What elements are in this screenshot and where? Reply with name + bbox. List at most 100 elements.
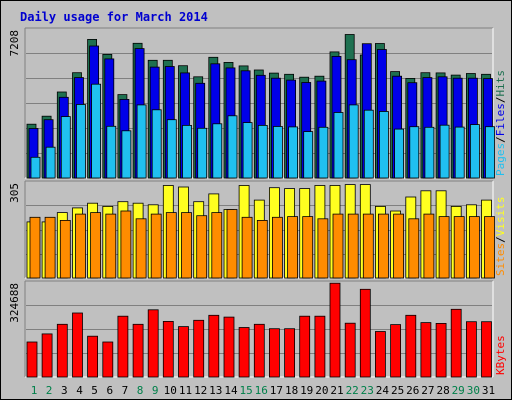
bar-pages-20 <box>318 126 329 179</box>
x-tick-label-16: 16 <box>255 384 268 397</box>
bar-kbytes-20 <box>314 315 326 378</box>
x-tick-label-20: 20 <box>315 384 328 397</box>
bar-sites-11 <box>181 212 192 279</box>
bar-kbytes-31 <box>481 321 492 378</box>
bar-sites-16 <box>256 219 268 279</box>
legend-hits: Hits <box>494 70 507 97</box>
bar-sites-25 <box>393 213 405 279</box>
bar-pages-13 <box>212 123 223 179</box>
bar-sites-20 <box>317 218 329 279</box>
x-tick-label-13: 13 <box>209 384 222 397</box>
bar-sites-3 <box>59 219 71 279</box>
y-max-label: 324688 <box>8 283 21 323</box>
bar-pages-27 <box>424 126 435 179</box>
bar-pages-5 <box>91 83 101 179</box>
x-tick-label-9: 9 <box>152 384 159 397</box>
bar-sites-30 <box>468 216 480 279</box>
bar-kbytes-30 <box>465 321 477 378</box>
x-tick-label-12: 12 <box>194 384 207 397</box>
bar-sites-17 <box>271 216 283 279</box>
bar-kbytes-8 <box>132 323 144 378</box>
legend-visits: Visits <box>494 197 507 237</box>
x-tick-label-21: 21 <box>330 384 343 397</box>
bar-kbytes-11 <box>178 326 189 378</box>
bar-kbytes-24 <box>374 331 386 378</box>
bar-pages-25 <box>394 128 405 179</box>
legend-files: Files <box>494 103 507 136</box>
legend-separator: / <box>494 236 507 243</box>
bar-kbytes-29 <box>450 308 462 378</box>
legend-sites: Sites <box>494 243 507 276</box>
bar-sites-15 <box>241 216 253 279</box>
bar-sites-26 <box>408 218 420 279</box>
chart-title: Daily usage for March 2014 <box>20 10 208 24</box>
bar-pages-28 <box>439 124 450 179</box>
bar-kbytes-12 <box>193 319 205 378</box>
x-tick-label-29: 29 <box>452 384 465 397</box>
x-tick-label-6: 6 <box>106 384 113 397</box>
legend-separator: / <box>494 97 507 104</box>
bar-kbytes-7 <box>117 315 129 378</box>
bar-sites-22 <box>347 213 359 279</box>
bar-pages-2 <box>45 146 56 179</box>
bar-pages-10 <box>166 119 177 179</box>
y-max-label: 305 <box>8 183 21 203</box>
bar-pages-9 <box>151 109 162 179</box>
x-tick-label-18: 18 <box>285 384 298 397</box>
x-tick-label-27: 27 <box>421 384 434 397</box>
bar-sites-13 <box>211 212 223 279</box>
series-legend: KBytes <box>494 335 507 375</box>
legend-kbytes: KBytes <box>494 335 507 375</box>
bar-pages-29 <box>454 126 465 179</box>
bar-pages-18 <box>288 126 299 179</box>
series-legend: Pages/Files/Hits <box>494 70 507 176</box>
x-tick-label-26: 26 <box>406 384 419 397</box>
bar-kbytes-15 <box>238 327 250 378</box>
bar-kbytes-3 <box>56 323 68 378</box>
bar-pages-12 <box>197 127 208 179</box>
bar-kbytes-19 <box>299 315 311 378</box>
x-tick-label-7: 7 <box>122 384 129 397</box>
bar-pages-16 <box>257 125 268 179</box>
bar-sites-9 <box>150 213 162 279</box>
bar-sites-1 <box>29 216 41 279</box>
bar-kbytes-6 <box>102 341 114 378</box>
x-tick-label-4: 4 <box>76 384 83 397</box>
x-tick-label-11: 11 <box>179 384 192 397</box>
bar-kbytes-22 <box>344 322 356 378</box>
x-tick-label-14: 14 <box>224 384 238 397</box>
bar-kbytes-14 <box>223 316 235 378</box>
x-tick-label-17: 17 <box>270 384 283 397</box>
legend-pages: Pages <box>494 143 507 176</box>
bar-sites-21 <box>332 213 344 279</box>
x-tick-label-28: 28 <box>436 384 449 397</box>
series-legend: Sites/Visits <box>494 197 507 277</box>
bar-pages-7 <box>121 130 132 179</box>
bar-pages-23 <box>363 109 374 179</box>
bar-kbytes-9 <box>147 309 159 378</box>
bar-sites-31 <box>484 216 495 279</box>
bar-kbytes-18 <box>284 328 296 378</box>
bar-sites-6 <box>105 213 117 279</box>
x-tick-label-5: 5 <box>91 384 98 397</box>
bar-kbytes-25 <box>390 324 402 378</box>
bar-pages-31 <box>485 126 495 179</box>
bar-pages-17 <box>272 126 283 179</box>
y-max-label: 7208 <box>8 30 21 57</box>
bar-kbytes-10 <box>162 320 174 378</box>
x-tick-label-22: 22 <box>346 384 359 397</box>
bar-kbytes-13 <box>208 314 220 378</box>
bar-pages-3 <box>60 116 71 179</box>
x-tick-label-2: 2 <box>46 384 53 397</box>
x-tick-label-23: 23 <box>361 384 374 397</box>
bar-sites-7 <box>120 210 132 279</box>
bar-kbytes-27 <box>420 322 432 378</box>
bar-kbytes-26 <box>405 314 417 378</box>
bar-sites-24 <box>377 213 389 279</box>
bar-sites-29 <box>453 216 465 279</box>
x-tick-label-3: 3 <box>61 384 68 397</box>
bar-sites-27 <box>423 213 435 279</box>
bar-sites-19 <box>302 216 314 279</box>
bar-sites-5 <box>90 212 101 279</box>
legend-separator: / <box>494 136 507 143</box>
